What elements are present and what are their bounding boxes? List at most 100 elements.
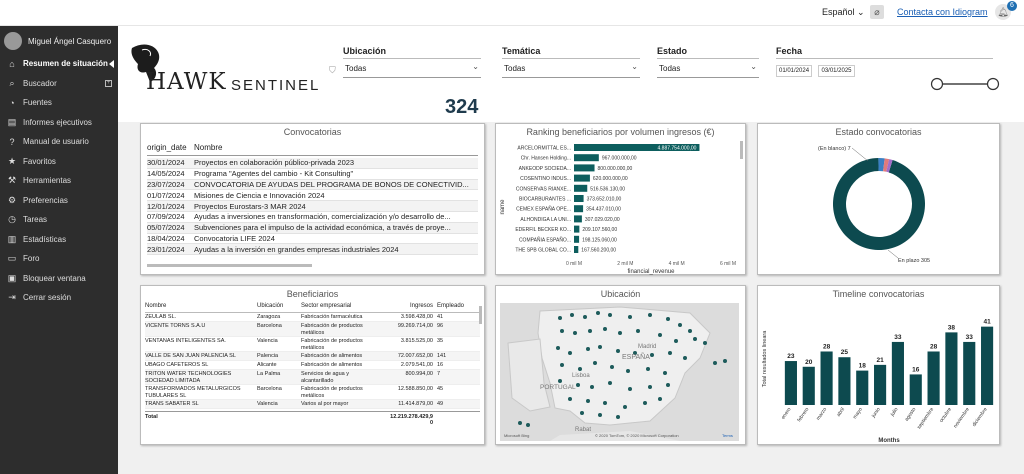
sidebar-item-informes[interactable]: ▤ Informes ejecutivos [0,113,118,133]
map-marker[interactable] [580,411,584,415]
table-row[interactable]: 23/07/2024 CONVOCATORIA DE AYUDAS DEL PRO… [147,179,478,191]
map-marker[interactable] [723,359,727,363]
timeline-bar[interactable] [927,351,940,405]
map-marker[interactable] [593,361,597,365]
slider-handle-end[interactable] [986,77,1000,91]
map-marker[interactable] [608,313,612,317]
map-marker[interactable] [590,385,594,389]
sidebar-item-resumen[interactable]: ⌂ Resumen de situación [0,54,118,74]
map-marker[interactable] [626,369,630,373]
table-row[interactable]: TRITON WATER TECHNOLOGIES SOCIEDAD LIMIT… [145,370,480,385]
map-marker[interactable] [663,371,667,375]
sidebar-item-herramientas[interactable]: ⚒ Herramientas [0,171,118,191]
user-profile[interactable]: Miguel Ángel Casquero [4,32,111,50]
map-marker[interactable] [556,346,560,350]
map[interactable]: ESPAÑA Madrid Lisboa PORTUGAL Rabat Micr… [500,303,739,441]
map-marker[interactable] [598,413,602,417]
map-marker[interactable] [588,329,592,333]
sidebar-item-estadisticas[interactable]: ▥ Estadísticas [0,230,118,250]
timeline-bar[interactable] [909,374,922,405]
map-marker[interactable] [668,351,672,355]
sidebar-item-cerrar[interactable]: ⇥ Cerrar sesión [0,288,118,308]
map-marker[interactable] [560,363,564,367]
no-signal-icon[interactable]: ⌀ [870,5,884,19]
table-row[interactable]: UBAGO CAFETEROS SL Alicante Fabricación de… [145,361,480,370]
map-marker[interactable] [586,399,590,403]
ranking-bar[interactable] [574,215,582,223]
map-marker[interactable] [608,381,612,385]
timeline-bar[interactable] [874,364,887,405]
table-row[interactable]: 23/01/2024 Ayudas a la inversión en grand… [147,244,478,256]
ranking-bar[interactable] [574,154,599,162]
sidebar-item-tareas[interactable]: ◷ Tareas [0,210,118,230]
sidebar-item-bloquear[interactable]: ▣ Bloquear ventana [0,269,118,289]
table-row[interactable]: 14/05/2024 Programa "Agentes del cambio -… [147,169,478,180]
map-marker[interactable] [636,329,640,333]
map-marker[interactable] [703,341,707,345]
map-marker[interactable] [573,331,577,335]
map-terms-link[interactable]: Terms [722,433,733,438]
table-row[interactable]: 01/07/2024 Misiones de Ciencia e Innovaci… [147,190,478,202]
map-marker[interactable] [596,311,600,315]
column-header[interactable]: Empleado [437,303,465,309]
ranking-bar[interactable] [574,144,700,151]
map-marker[interactable] [583,315,587,319]
donut-slice[interactable] [833,158,925,250]
map-marker[interactable] [658,333,662,337]
ranking-bar[interactable] [574,205,584,213]
table-row[interactable]: 18/04/2024 Convocatoria LIFE 2024 [147,234,478,245]
map-marker[interactable] [713,361,717,365]
sidebar-item-fuentes[interactable]: ◔ Fuentes [0,93,118,113]
timeline-bar[interactable] [891,341,904,405]
map-marker[interactable] [586,347,590,351]
timeline-bar[interactable] [784,361,797,405]
sidebar-item-buscador[interactable]: ⌕ Buscador + [0,74,118,94]
map-marker[interactable] [628,387,632,391]
expand-icon[interactable]: + [105,79,112,87]
map-marker[interactable] [610,365,614,369]
map-marker[interactable] [688,329,692,333]
map-marker[interactable] [616,415,620,419]
ranking-bar[interactable] [574,246,579,253]
table-row[interactable]: 30/01/2024 Proyectos en colaboración públ… [147,158,478,169]
ranking-bar[interactable] [574,195,584,202]
map-marker[interactable] [578,367,582,371]
map-marker[interactable] [633,351,637,355]
date-to-input[interactable]: 03/01/2025 [818,65,855,77]
map-marker[interactable] [598,345,602,349]
timeline-bar[interactable] [856,370,869,405]
map-marker[interactable] [648,313,652,317]
date-from-input[interactable]: 01/01/2024 [776,65,813,77]
donut-slice[interactable] [883,158,890,172]
scrollbar[interactable] [479,306,482,324]
map-marker[interactable] [658,397,662,401]
table-row[interactable]: TRANS SABATER SL Valencia Varios al por ma… [145,400,480,409]
timeline-bar[interactable] [802,366,815,405]
sidebar-item-foro[interactable]: ▭ Foro [0,249,118,269]
timeline-bar[interactable] [820,351,833,405]
table-row[interactable]: 12/01/2024 Proyectos Eurostars-3 MAR 2024 [147,201,478,212]
filter-icon[interactable]: ⛉ [329,65,336,75]
timeline-bar[interactable] [981,326,994,405]
map-marker[interactable] [628,315,632,319]
language-selector[interactable]: Español ⌄ [822,7,865,18]
map-marker[interactable] [518,421,522,425]
column-header[interactable]: Ubicación [257,303,284,309]
map-marker[interactable] [568,397,572,401]
table-row[interactable]: VICENTE TORNS S.A.U Barcelona Fabricación … [145,322,480,337]
map-marker[interactable] [603,401,607,405]
map-marker[interactable] [666,383,670,387]
column-header[interactable]: origin_date [147,143,187,152]
scrollbar[interactable] [740,141,743,159]
column-header[interactable]: Nombre [194,143,223,152]
donut-slice[interactable] [878,158,885,172]
map-marker[interactable] [603,327,607,331]
estado-select[interactable]: Todas ⌄ [657,62,759,78]
table-row[interactable]: VALLE DE SAN JUAN PALENCIA SL Palencia Fab… [145,352,480,361]
table-row[interactable]: VENTANAS INTELIGENTES SA. Valencia Fabrica… [145,337,480,352]
table-row[interactable]: TRANSFORMADOS METALURGICOS TUBULARES SL B… [145,385,480,400]
sidebar-item-favoritos[interactable]: ★ Favoritos [0,152,118,172]
map-marker[interactable] [623,405,627,409]
map-marker[interactable] [678,323,682,327]
map-marker[interactable] [526,423,530,427]
